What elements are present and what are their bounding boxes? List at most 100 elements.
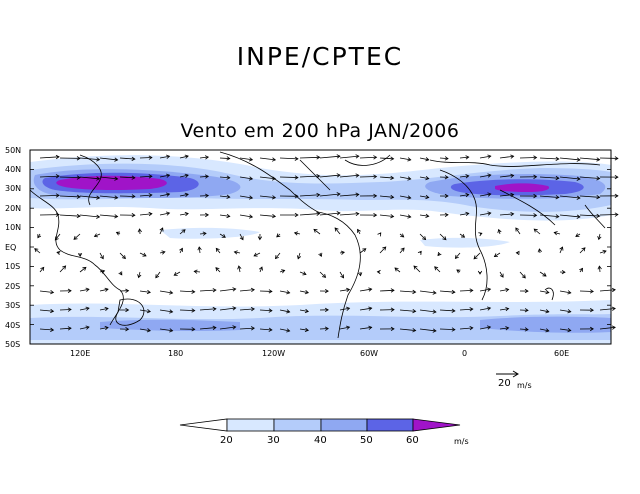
wind-vector xyxy=(419,157,430,162)
wind-vector xyxy=(199,155,210,160)
wind-vector xyxy=(479,154,492,159)
wind-vector xyxy=(79,287,90,292)
wind-vector xyxy=(599,306,616,311)
wind-vector xyxy=(219,175,231,180)
wind-vector xyxy=(199,212,210,218)
wind-vector xyxy=(459,307,474,312)
wind-vector xyxy=(99,252,104,260)
wind-vector xyxy=(339,192,360,197)
wind-vector xyxy=(39,212,60,217)
wind-vector xyxy=(358,271,363,277)
wind-vector xyxy=(493,252,501,258)
wind-vector xyxy=(219,194,231,199)
wind-vector xyxy=(379,326,395,332)
wind-vector xyxy=(419,309,437,314)
wind-vector xyxy=(459,211,470,217)
wind-vector xyxy=(319,326,329,331)
wind-vector xyxy=(318,252,323,257)
wind-vector xyxy=(139,309,151,314)
colorbar-level: 30 xyxy=(267,435,280,446)
wind-vector xyxy=(155,271,161,279)
wind-vector xyxy=(399,195,412,200)
wind-vector xyxy=(579,213,601,219)
wind-vector xyxy=(519,193,538,199)
wind-vector xyxy=(179,192,189,197)
wind-vector xyxy=(199,325,217,330)
wind-vector xyxy=(379,214,395,219)
wind-vector xyxy=(539,156,560,161)
wind-vector xyxy=(293,231,301,236)
wind-vector xyxy=(539,195,560,200)
wind-vector xyxy=(159,173,171,178)
wind-vector xyxy=(559,157,581,162)
wind-vector xyxy=(319,307,329,313)
main-title: INPE/CPTEC xyxy=(236,42,404,71)
wind-vector xyxy=(339,287,351,293)
wind-vector xyxy=(559,269,566,275)
wind-vector xyxy=(459,325,474,331)
wind-vector xyxy=(579,267,583,273)
colorbar-level: 60 xyxy=(406,435,419,446)
map-ticks xyxy=(30,149,611,345)
wind-vector xyxy=(299,192,321,198)
wind-vector xyxy=(379,156,395,161)
wind-vector xyxy=(319,173,341,178)
wind-vector xyxy=(239,157,254,162)
wind-vector xyxy=(79,176,101,181)
wind-vector xyxy=(439,289,456,295)
wind-vector xyxy=(459,192,470,198)
wind-vector xyxy=(559,309,572,314)
wind-vector xyxy=(599,249,607,254)
wind-vector xyxy=(279,194,299,199)
wind-vector xyxy=(579,157,601,162)
colorbar-segment xyxy=(320,418,368,432)
wind-vector xyxy=(319,154,341,159)
wind-vector xyxy=(199,306,217,312)
wind-vector xyxy=(199,193,210,198)
wind-vector xyxy=(219,156,231,161)
wind-vector xyxy=(239,287,255,293)
wind-vector xyxy=(419,290,437,295)
wind-vector xyxy=(39,308,55,314)
wind-vector xyxy=(259,308,273,313)
wind-vector xyxy=(139,155,153,160)
lat-label: 10N xyxy=(5,223,21,232)
wind-vector xyxy=(179,154,189,159)
wind-vector xyxy=(379,246,387,254)
wind-vector xyxy=(199,288,217,293)
wind-vector xyxy=(399,308,417,314)
reference-vector: 20 m/s xyxy=(496,370,532,390)
wind-vector xyxy=(37,233,42,239)
wind-vector xyxy=(456,269,461,274)
wind-vector xyxy=(419,233,427,241)
wind-vector xyxy=(259,289,273,294)
wind-vector xyxy=(219,287,237,292)
wind-vector xyxy=(39,290,55,295)
wind-vector xyxy=(296,252,302,260)
wind-vector xyxy=(279,290,291,295)
wind-vector xyxy=(59,175,81,180)
wind-vector xyxy=(239,306,255,312)
wind-vector xyxy=(139,193,153,198)
wind-vector xyxy=(519,271,526,279)
wind-vector xyxy=(179,289,196,294)
wind-vector xyxy=(497,228,502,235)
wind-vector xyxy=(459,288,474,293)
wind-vector xyxy=(137,228,142,235)
wind-vector xyxy=(439,327,456,332)
wind-vector xyxy=(579,326,594,332)
lat-label: 20N xyxy=(5,204,21,213)
wind-vector xyxy=(479,306,492,311)
wind-vector xyxy=(119,288,130,293)
colorbar: 20 30 40 50 60 m/s xyxy=(179,418,469,446)
wind-vector xyxy=(173,271,181,276)
wind-vector xyxy=(394,267,401,273)
wind-vector xyxy=(499,211,515,217)
wind-vector xyxy=(579,194,601,200)
wind-vector xyxy=(239,233,244,241)
wind-vector xyxy=(359,193,378,198)
wind-vector xyxy=(99,176,119,181)
wind-vector xyxy=(259,157,277,162)
lat-label: 30S xyxy=(5,301,20,310)
wind-vector xyxy=(478,232,483,237)
